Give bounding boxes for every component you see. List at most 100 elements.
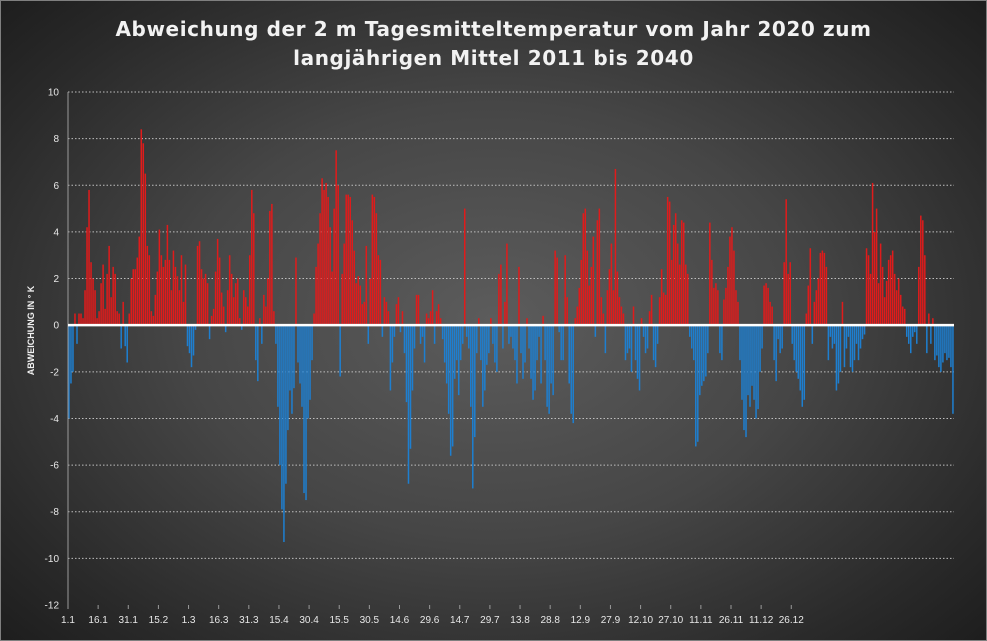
x-tick-label: 31.1 bbox=[119, 615, 139, 626]
bar bbox=[389, 325, 392, 391]
bar bbox=[409, 325, 412, 449]
bar bbox=[895, 290, 898, 326]
bar bbox=[829, 325, 832, 337]
bar bbox=[273, 311, 275, 326]
x-tick-label: 12.9 bbox=[571, 615, 591, 626]
bar bbox=[329, 227, 331, 326]
bar bbox=[626, 325, 629, 354]
bar bbox=[435, 311, 438, 326]
y-tick-label: -2 bbox=[50, 367, 59, 378]
bar bbox=[90, 262, 92, 326]
bar bbox=[930, 325, 932, 344]
bar bbox=[255, 325, 257, 361]
bar bbox=[267, 278, 269, 326]
bar bbox=[779, 325, 781, 354]
y-tick-label: -4 bbox=[50, 414, 59, 425]
bar bbox=[206, 283, 209, 326]
bar bbox=[335, 150, 337, 326]
bar bbox=[940, 325, 942, 372]
x-tick-label: 30.4 bbox=[299, 615, 319, 626]
x-tick-label: 28.8 bbox=[540, 615, 560, 626]
chart-title-line-2: langjährigen Mittel 2011 bis 2040 bbox=[293, 46, 694, 70]
bar bbox=[666, 196, 669, 326]
bar bbox=[88, 189, 90, 326]
bar bbox=[279, 325, 281, 466]
bar bbox=[586, 250, 589, 326]
bar bbox=[373, 196, 376, 326]
bar bbox=[512, 325, 514, 349]
bar bbox=[797, 325, 800, 379]
bar bbox=[443, 325, 446, 363]
bar bbox=[78, 313, 80, 326]
bar bbox=[112, 266, 114, 326]
bar bbox=[628, 325, 631, 349]
bar bbox=[457, 325, 460, 396]
bar bbox=[897, 278, 900, 326]
y-axis-label: ABWEICHUNG IN ° K bbox=[26, 285, 36, 375]
bar bbox=[385, 301, 388, 326]
bar bbox=[729, 236, 731, 326]
bar bbox=[178, 290, 181, 326]
bar bbox=[867, 255, 870, 326]
bar bbox=[156, 271, 159, 326]
bar bbox=[821, 250, 824, 326]
bar bbox=[502, 325, 504, 349]
bar bbox=[240, 325, 243, 330]
bar bbox=[184, 264, 187, 326]
bar bbox=[439, 318, 442, 326]
bar bbox=[761, 325, 763, 349]
bar bbox=[120, 325, 122, 349]
bar bbox=[399, 325, 402, 333]
bar bbox=[922, 220, 924, 326]
bar bbox=[301, 325, 303, 407]
bar bbox=[311, 325, 313, 361]
bar bbox=[463, 208, 466, 326]
x-tick-label: 15.4 bbox=[269, 615, 289, 626]
bar bbox=[244, 297, 247, 326]
bar bbox=[650, 294, 653, 326]
bar bbox=[357, 276, 360, 326]
bar bbox=[98, 311, 100, 326]
bar bbox=[210, 315, 213, 326]
bar bbox=[948, 325, 950, 358]
bar bbox=[851, 325, 854, 372]
x-tick-label: 26.11 bbox=[719, 615, 744, 626]
bar bbox=[480, 325, 482, 361]
bar bbox=[455, 325, 458, 361]
bar bbox=[140, 129, 143, 326]
bar bbox=[727, 266, 729, 326]
bar bbox=[490, 318, 492, 326]
bar bbox=[664, 294, 667, 326]
bar bbox=[735, 290, 737, 326]
bar bbox=[468, 325, 470, 349]
bar bbox=[299, 325, 301, 384]
bar bbox=[333, 208, 335, 326]
bar bbox=[737, 301, 739, 326]
bar bbox=[74, 313, 76, 326]
bar bbox=[654, 325, 657, 368]
bar bbox=[952, 325, 954, 414]
bar bbox=[498, 273, 500, 326]
bar bbox=[238, 318, 241, 326]
bar bbox=[514, 325, 516, 361]
bar bbox=[719, 325, 721, 354]
bar bbox=[110, 297, 112, 326]
bar bbox=[875, 208, 878, 326]
bar bbox=[234, 283, 237, 326]
bar bbox=[642, 325, 645, 337]
bar bbox=[733, 250, 735, 326]
bar bbox=[261, 325, 263, 344]
bar bbox=[916, 325, 918, 344]
bar bbox=[459, 325, 462, 361]
bar bbox=[381, 325, 384, 337]
bar bbox=[610, 243, 613, 326]
bar bbox=[465, 325, 468, 337]
bar bbox=[536, 325, 538, 361]
bar bbox=[711, 259, 713, 326]
bar bbox=[859, 325, 862, 349]
bar bbox=[520, 325, 522, 354]
bar bbox=[843, 325, 846, 368]
y-tick-label: 6 bbox=[53, 181, 59, 192]
bar bbox=[530, 325, 532, 379]
bar bbox=[616, 271, 619, 326]
